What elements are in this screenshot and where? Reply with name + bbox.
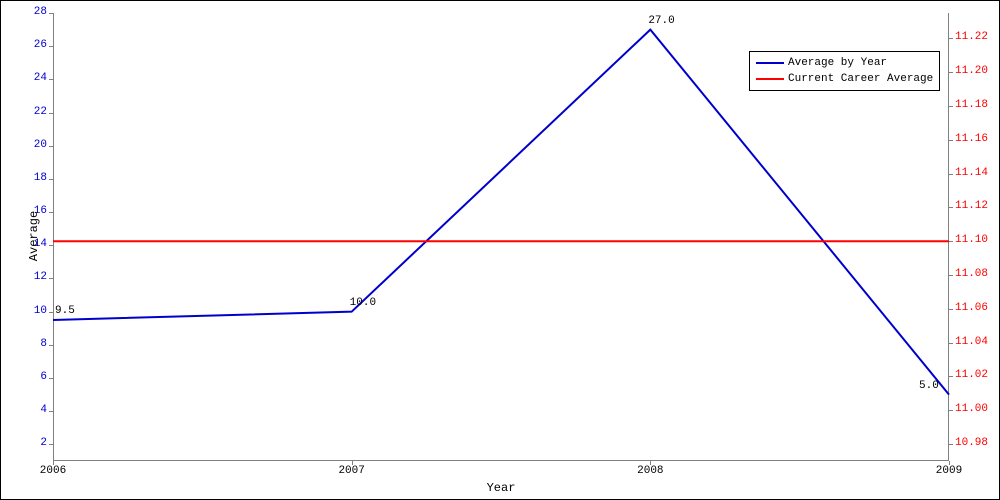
y-right-tick-label: 11.00 — [955, 403, 988, 415]
legend-swatch — [756, 62, 784, 64]
legend-label: Current Career Average — [788, 73, 933, 85]
y-left-tick — [49, 13, 53, 14]
x-tick-label: 2007 — [332, 465, 372, 477]
y-right-tick — [949, 309, 953, 310]
y-left-tick-label: 6 — [23, 371, 47, 383]
y-left-tick — [49, 411, 53, 412]
y-right-tick-label: 11.04 — [955, 336, 988, 348]
y-right-tick — [949, 174, 953, 175]
y-left-tick — [49, 179, 53, 180]
y-right-tick-label: 11.10 — [955, 234, 988, 246]
x-tick — [352, 461, 353, 465]
data-point-label: 9.5 — [55, 305, 75, 317]
y-right-tick-label: 11.20 — [955, 65, 988, 77]
x-tick-label: 2006 — [33, 465, 73, 477]
y-left-tick-label: 28 — [23, 6, 47, 18]
y-left-tick-label: 12 — [23, 271, 47, 283]
y-right-tick — [949, 207, 953, 208]
y-left-tick — [49, 444, 53, 445]
y-left-tick — [49, 79, 53, 80]
y-left-tick-label: 22 — [23, 106, 47, 118]
y-right-tick — [949, 410, 953, 411]
y-left-tick — [49, 146, 53, 147]
y-right-tick — [949, 72, 953, 73]
y-axis-label: Average — [27, 211, 41, 261]
y-left-tick — [49, 113, 53, 114]
y-right-tick — [949, 444, 953, 445]
y-left-tick-label: 20 — [23, 139, 47, 151]
y-right-tick — [949, 106, 953, 107]
y-left-tick — [49, 378, 53, 379]
x-tick-label: 2009 — [929, 465, 969, 477]
y-left-tick-label: 24 — [23, 72, 47, 84]
data-point-label: 5.0 — [919, 380, 939, 392]
y-left-tick-label: 10 — [23, 305, 47, 317]
x-axis-label: Year — [481, 481, 521, 495]
y-right-tick-label: 11.02 — [955, 369, 988, 381]
y-left-tick — [49, 212, 53, 213]
legend-item: Average by Year — [756, 55, 933, 71]
x-tick-label: 2008 — [630, 465, 670, 477]
y-right-tick-label: 11.18 — [955, 99, 988, 111]
data-point-label: 10.0 — [350, 297, 376, 309]
y-left-tick — [49, 312, 53, 313]
y-right-tick — [949, 38, 953, 39]
y-left-tick — [49, 245, 53, 246]
y-left-tick-label: 4 — [23, 404, 47, 416]
y-right-tick — [949, 376, 953, 377]
y-right-tick-label: 11.08 — [955, 268, 988, 280]
y-left-tick-label: 8 — [23, 338, 47, 350]
y-right-tick — [949, 241, 953, 242]
legend-item: Current Career Average — [756, 71, 933, 87]
y-right-tick — [949, 275, 953, 276]
x-tick — [650, 461, 651, 465]
y-left-tick-label: 2 — [23, 437, 47, 449]
legend-label: Average by Year — [788, 57, 887, 69]
y-right-tick-label: 11.22 — [955, 31, 988, 43]
x-tick — [949, 461, 950, 465]
y-right-tick-label: 11.12 — [955, 200, 988, 212]
y-left-tick — [49, 46, 53, 47]
y-left-tick-label: 26 — [23, 39, 47, 51]
y-right-tick-label: 11.06 — [955, 302, 988, 314]
y-right-tick — [949, 343, 953, 344]
y-right-tick-label: 10.98 — [955, 437, 988, 449]
y-right-tick-label: 11.14 — [955, 167, 988, 179]
chart-container: 246810121416182022242628 10.9811.0011.02… — [0, 0, 1000, 500]
y-left-tick — [49, 345, 53, 346]
y-left-tick-label: 18 — [23, 172, 47, 184]
y-left-tick — [49, 278, 53, 279]
y-right-tick-label: 11.16 — [955, 133, 988, 145]
y-right-tick — [949, 140, 953, 141]
legend: Average by Year Current Career Average — [749, 51, 940, 91]
data-point-label: 27.0 — [648, 15, 674, 27]
x-tick — [53, 461, 54, 465]
legend-swatch — [756, 78, 784, 80]
